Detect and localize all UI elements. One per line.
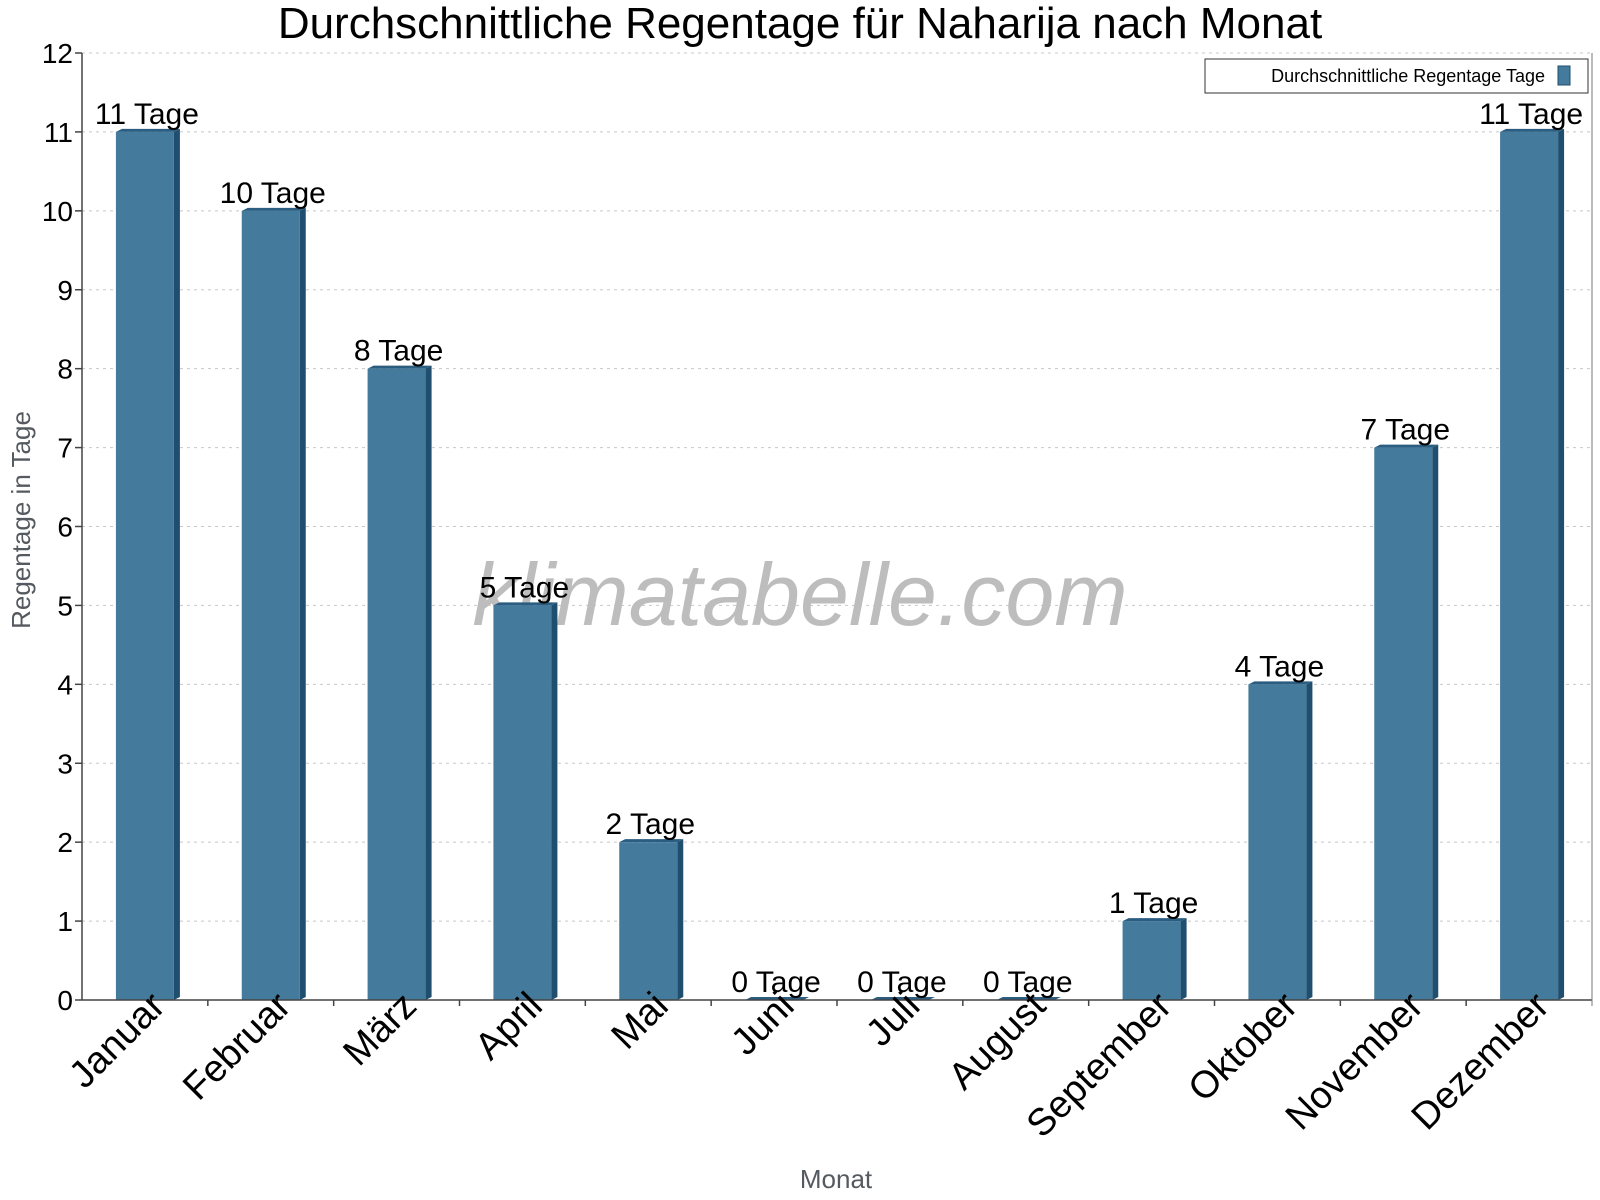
x-tick-labels: Januar Februar März April Mai Juni Juli AugustS… bbox=[61, 984, 1557, 1145]
bar-front bbox=[1374, 447, 1433, 1000]
bar-side bbox=[677, 839, 684, 1000]
value-label: 7 Tage bbox=[1360, 414, 1450, 447]
y-axis-label: Regentage in Tage bbox=[6, 411, 36, 629]
bar-front bbox=[367, 368, 426, 1001]
bar-dezember bbox=[1500, 128, 1565, 1000]
bar-januar bbox=[115, 128, 180, 1000]
value-label: 5 Tage bbox=[480, 571, 570, 604]
y-tick-label: 11 bbox=[44, 117, 73, 148]
bar-top bbox=[367, 365, 432, 369]
legend-box bbox=[1204, 58, 1589, 94]
bar-side bbox=[173, 128, 180, 1000]
y-tick-label: 6 bbox=[57, 512, 73, 543]
bar-top bbox=[1248, 681, 1313, 685]
value-label: 2 Tage bbox=[605, 808, 695, 841]
x-tick-label: Oktober bbox=[1181, 984, 1307, 1110]
bar-november bbox=[1374, 444, 1439, 1000]
bar-front bbox=[1500, 131, 1559, 1000]
bar-front bbox=[1122, 921, 1181, 1000]
axes bbox=[75, 52, 1593, 1006]
bar-april bbox=[493, 602, 558, 1000]
value-label: 0 Tage bbox=[857, 966, 947, 999]
value-label: 1 Tage bbox=[1109, 887, 1199, 920]
legend-swatch bbox=[1557, 65, 1571, 86]
y-tick-label: 7 bbox=[57, 433, 73, 464]
value-label: 0 Tage bbox=[983, 966, 1073, 999]
y-tick-label: 10 bbox=[42, 196, 73, 227]
x-tick-label: November bbox=[1278, 984, 1432, 1138]
value-label: 4 Tage bbox=[1235, 650, 1325, 683]
y-tick-label: 12 bbox=[42, 38, 73, 69]
chart-title: Durchschnittliche Regentage für Naharija… bbox=[278, 0, 1322, 48]
bar-side bbox=[551, 602, 558, 1000]
watermark-text: klimatabelle.com bbox=[472, 545, 1127, 644]
y-tick-label: 0 bbox=[57, 985, 73, 1016]
bar-top bbox=[115, 128, 180, 132]
bar-front bbox=[241, 210, 300, 1001]
bars bbox=[115, 128, 1565, 1001]
bar-side bbox=[1180, 918, 1187, 1000]
value-label: 8 Tage bbox=[354, 335, 444, 368]
y-tick-label: 1 bbox=[57, 906, 73, 937]
bar-front bbox=[493, 605, 552, 1000]
bar-februar bbox=[241, 207, 306, 1001]
value-label: 11 Tage bbox=[1479, 98, 1583, 131]
bar-front bbox=[1248, 684, 1307, 1000]
y-tick-label: 5 bbox=[57, 590, 73, 621]
bar-front bbox=[115, 131, 174, 1000]
bar-side bbox=[1432, 444, 1439, 1000]
bar-top bbox=[1374, 444, 1439, 448]
legend: Durchschnittliche Regentage Tage bbox=[1204, 58, 1589, 94]
y-tick-label: 8 bbox=[57, 354, 73, 385]
value-labels: 11 Tage 10 Tage 8 Tage 5 Tage 2 Tage 0 Tage 0 … bbox=[95, 98, 1583, 999]
bar-top bbox=[1122, 918, 1187, 922]
bar-oktober bbox=[1248, 681, 1313, 1000]
value-label: 10 Tage bbox=[220, 177, 326, 210]
x-tick-label: Dezember bbox=[1404, 984, 1558, 1138]
value-label: 11 Tage bbox=[95, 98, 199, 131]
bar-top bbox=[619, 839, 684, 843]
x-tick-label: Januar bbox=[61, 984, 173, 1096]
bar-front bbox=[619, 842, 678, 1000]
y-tick-label: 4 bbox=[57, 669, 73, 700]
value-label: 0 Tage bbox=[731, 966, 821, 999]
x-tick-label: August bbox=[941, 984, 1055, 1098]
y-tick-label: 2 bbox=[57, 827, 73, 858]
bar-top bbox=[493, 602, 558, 606]
y-tick-label: 9 bbox=[57, 275, 73, 306]
bar-side bbox=[299, 207, 306, 1001]
y-tick-label: 3 bbox=[57, 748, 73, 779]
bar-top bbox=[1500, 128, 1565, 132]
bar-märz bbox=[367, 365, 432, 1001]
x-axis-label: Monat bbox=[800, 1164, 873, 1194]
bar-side bbox=[425, 365, 432, 1001]
legend-label: Durchschnittliche Regentage Tage bbox=[1271, 66, 1545, 86]
bar-mai bbox=[619, 839, 684, 1000]
bar-side bbox=[1558, 128, 1565, 1000]
bar-top bbox=[241, 207, 306, 211]
bar-september bbox=[1122, 918, 1187, 1000]
x-tick-label: Februar bbox=[175, 984, 299, 1108]
bar-side bbox=[1306, 681, 1313, 1000]
